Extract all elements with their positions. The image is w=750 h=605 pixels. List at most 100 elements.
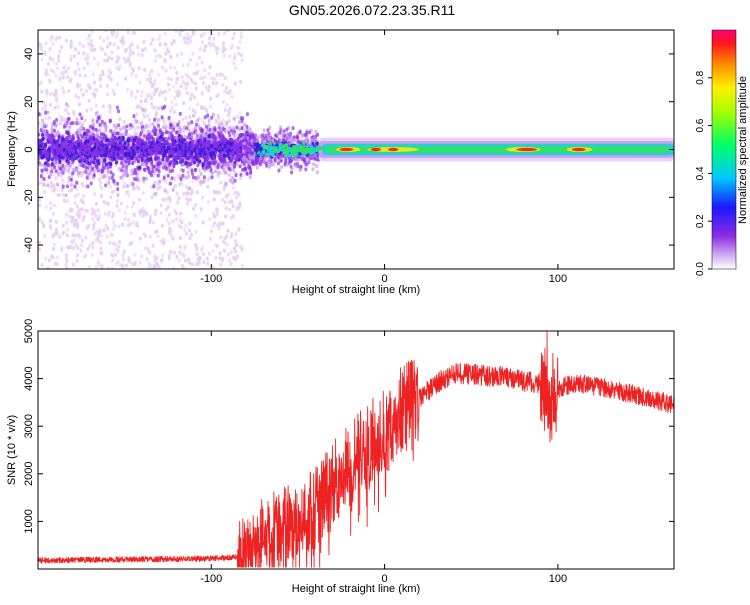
spectrogram-cell [185,37,189,41]
spectrogram-cell [85,52,89,57]
spectrogram-cell [290,170,294,175]
spectrogram-cell [99,194,103,199]
spectrogram-cell [110,252,114,257]
spectrogram-cell [85,155,89,160]
spectrogram-cell [239,35,243,40]
spectrogram-cell [38,42,41,47]
spectrogram-cell [99,140,103,145]
spectrogram-cell [177,223,181,228]
spectrogram-cell [78,41,82,46]
spectrogram-cell [65,220,69,225]
spectrogram-cell [161,241,165,246]
spectrogram-cell [81,218,85,223]
spectrogram-cell [224,194,228,199]
spectrogram-cell [155,229,159,234]
spectrogram-cell [141,127,145,132]
spectrogram-cell [242,149,246,154]
spectrogram-cell [128,147,132,152]
spectrogram-cell [223,143,227,148]
spectrogram-cell [66,131,70,135]
spectrogram-cell [179,236,182,241]
spectrogram-cell [112,129,116,134]
spectrogram-cell [217,119,221,124]
spectrogram-cell [46,183,50,188]
spectrogram-cell [196,163,200,168]
spectrogram-cell [308,130,311,135]
spectrogram-cell [158,34,162,38]
spectrogram-cell [165,217,169,222]
spectrogram-cell [228,173,232,178]
spectrogram-cell [282,129,286,134]
spectrogram-cell [122,257,126,262]
spectrogram-cell [69,43,73,48]
spectrogram-cell [164,136,168,141]
spectrogram-cell [168,226,172,231]
spectrogram-cell [164,96,168,101]
spectrogram-cell [252,155,256,160]
spectrogram-cell [208,217,212,221]
spectrogram-cell [178,217,182,222]
spectrogram-cell [54,133,58,138]
spectrogram-cell [227,130,231,135]
spectrogram-cell [152,164,156,169]
spectrogram-cell [91,216,95,221]
spectrogram-cell [225,120,229,125]
spectrogram-cell [190,232,194,237]
spectrogram-cell [126,156,130,161]
spectrogram-cell [96,238,100,243]
spectrogram-cell [69,57,73,62]
spectrogram-cell [134,126,138,131]
spectrogram-cell [181,63,185,68]
spectrogram-cell [98,177,101,182]
spectrogram-cell [78,73,82,78]
spectrogram-cell [178,30,182,35]
spectrogram-cell [44,165,48,170]
spectrogram-cell [288,136,292,141]
spectrogram-cell [190,149,194,154]
spectrogram-cell [140,147,144,152]
spectrogram-cell [265,163,269,168]
spectrogram-cell [68,150,72,155]
spectrogram-cell [194,214,197,219]
spectrogram-cell [75,211,79,216]
spectrogram-cell [187,257,191,262]
spectrogram-cell [203,115,207,120]
spectrogram-cell [309,156,312,161]
spectrogram-cell [132,114,136,119]
spectrogram-cell [77,208,81,213]
spectrogram-cell [179,176,183,181]
spectrogram-cell [135,156,139,161]
spectrogram-cell [107,142,111,147]
spectrogram-cell [122,184,126,189]
spectrogram-cell [147,158,151,162]
spectrogram-cell [211,112,215,117]
spectrogram-cell [131,149,135,154]
spectrogram-cell [49,172,53,177]
spectrogram-cell [149,217,152,222]
spectrogram-cell [133,31,137,36]
spectrogram-cell [178,127,182,132]
spectrogram-cell [74,93,78,98]
spectrogram-cell [57,171,60,176]
spectrogram-cell [301,141,305,146]
spectrogram-cell [155,156,159,161]
spectrogram-cell [131,68,135,73]
spectrogram-cell [146,165,150,170]
spectrogram-cell [141,209,144,214]
spectrogram-cell [79,128,83,133]
spectrogram-cell [69,39,73,44]
spectrogram-cell [111,88,115,93]
spectrogram-cell [192,30,196,35]
spectrogram-cell [142,232,146,237]
spectrogram-cell [75,258,79,263]
spectrogram-cell [190,120,194,125]
spectrogram-cell [40,89,44,94]
spectrogram-cell [51,211,55,216]
spectrogram-cell [62,65,66,70]
spectrogram-cell [171,84,175,89]
spectrogram-cell [101,47,105,52]
spectrogram-cell [112,157,116,161]
spectrogram-cell [76,61,80,66]
spectrogram-cell [190,92,194,97]
spectrogram-cell [78,159,82,163]
